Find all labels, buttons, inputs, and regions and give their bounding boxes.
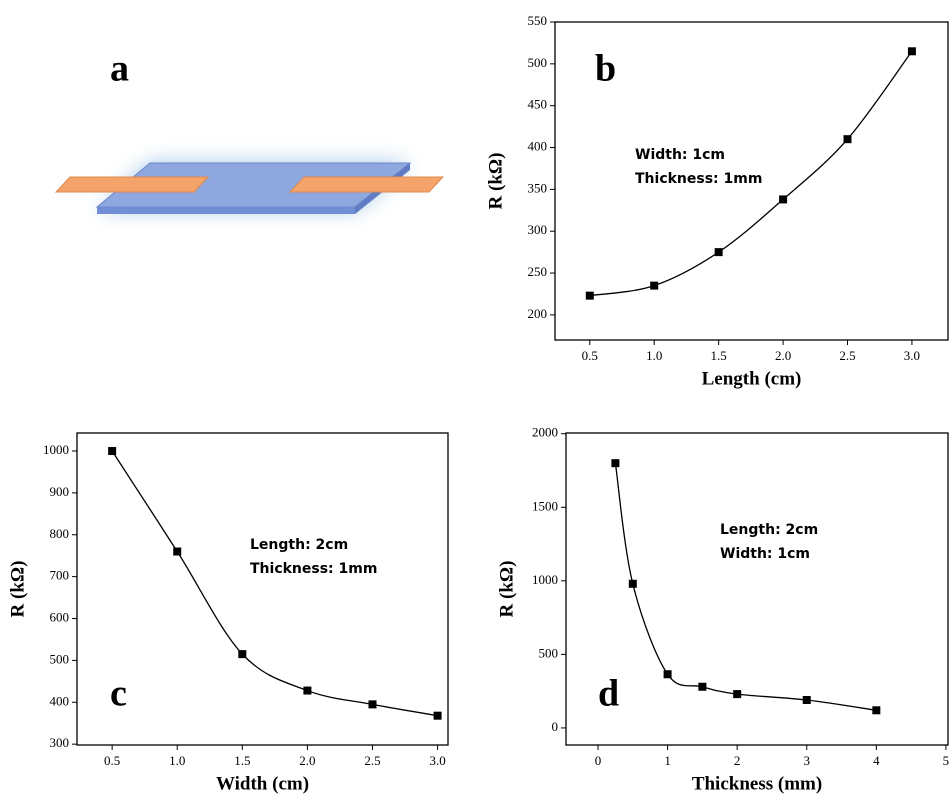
x-axis-label: Width (cm)	[216, 773, 309, 794]
data-point	[628, 579, 637, 588]
x-tick-label: 0.5	[104, 753, 120, 768]
x-tick-label: 1	[664, 753, 671, 768]
data-point	[733, 690, 742, 699]
annotation: Width: 1cm	[720, 546, 810, 562]
x-tick-label: 3.0	[429, 753, 445, 768]
x-tick-label: 2	[734, 753, 741, 768]
annotation: Width: 1cm	[635, 147, 725, 163]
y-axis-label: R (kΩ)	[496, 561, 517, 618]
y-tick-label: 200	[528, 306, 548, 321]
annotation: Thickness: 1mm	[250, 561, 377, 577]
x-tick-label: 3.0	[904, 348, 920, 363]
data-point	[433, 711, 442, 720]
x-tick-label: 5	[943, 753, 950, 768]
slab-front	[97, 207, 355, 214]
panel-label: c	[110, 673, 127, 715]
y-tick-label: 1000	[532, 572, 558, 587]
data-point	[802, 695, 811, 704]
data-point	[108, 447, 117, 456]
data-point	[779, 195, 788, 204]
y-tick-label: 600	[50, 610, 70, 625]
plot-frame	[76, 432, 449, 746]
y-tick-label: 0	[552, 719, 559, 734]
y-axis-label: R (kΩ)	[7, 561, 28, 618]
x-tick-label: 1.5	[234, 753, 250, 768]
data-point	[173, 547, 182, 556]
x-tick-label: 2.5	[364, 753, 380, 768]
data-point	[907, 47, 916, 56]
annotation: Length: 2cm	[250, 537, 348, 553]
x-tick-label: 1.0	[169, 753, 185, 768]
y-tick-label: 500	[528, 55, 548, 70]
y-tick-label: 2000	[532, 425, 558, 440]
data-point	[368, 700, 377, 709]
data-point	[872, 706, 881, 715]
data-point	[663, 670, 672, 679]
x-tick-label: 3	[804, 753, 811, 768]
plot-frame	[554, 21, 949, 341]
data-point	[585, 291, 594, 300]
y-tick-label: 700	[50, 568, 70, 583]
y-axis-label: R (kΩ)	[485, 153, 506, 210]
x-tick-label: 1.5	[711, 348, 727, 363]
y-tick-label: 250	[528, 264, 548, 279]
x-tick-label: 2.0	[775, 348, 791, 363]
data-point	[698, 682, 707, 691]
y-tick-label: 800	[50, 526, 70, 541]
data-point	[714, 248, 723, 257]
y-tick-label: 900	[50, 484, 70, 499]
data-point	[303, 686, 312, 695]
chart-panel: 200 250 300 350 400 450 500 550 0.5 1.0 1.5 2.0 2.5 3…	[485, 13, 949, 389]
data-point	[843, 135, 852, 144]
electrode	[54, 176, 210, 193]
y-tick-label: 450	[528, 97, 548, 112]
fit-line	[614, 463, 877, 711]
chart-panel: 0 500 1000 1500 2000 0 1 2 3 4 5 Thickness (mm) R (k…	[496, 425, 949, 795]
y-tick-label: 1000	[43, 442, 69, 457]
y-tick-label: 1500	[532, 498, 558, 513]
y-tick-label: 300	[50, 735, 70, 750]
x-tick-label: 2.5	[839, 348, 855, 363]
plot-frame	[565, 432, 949, 746]
x-tick-label: 4	[873, 753, 880, 768]
y-tick-label: 400	[528, 139, 548, 154]
device-diagram: a	[54, 48, 445, 214]
panel-label: a	[110, 48, 129, 90]
y-tick-label: 300	[528, 222, 548, 237]
data-point	[650, 281, 659, 290]
chart-panel: 300 400 500 600 700 800 900 1000 0.5 1.0 1.5 2.0 2.5…	[7, 432, 449, 794]
electrode	[288, 176, 445, 193]
annotation: Thickness: 1mm	[635, 171, 762, 187]
x-tick-label: 0	[595, 753, 602, 768]
annotation: Length: 2cm	[720, 522, 818, 538]
panel-label: d	[598, 673, 619, 715]
data-point	[238, 650, 247, 659]
x-tick-label: 1.0	[646, 348, 662, 363]
panel-label: b	[595, 48, 616, 90]
y-tick-label: 400	[50, 693, 70, 708]
x-tick-label: 0.5	[582, 348, 598, 363]
y-tick-label: 500	[50, 651, 70, 666]
x-axis-label: Thickness (mm)	[692, 773, 822, 794]
y-tick-label: 350	[528, 180, 548, 195]
y-tick-label: 500	[539, 645, 559, 660]
x-tick-label: 2.0	[299, 753, 315, 768]
data-point	[611, 459, 620, 468]
fit-line	[111, 450, 438, 717]
x-axis-label: Length (cm)	[702, 368, 802, 389]
y-tick-label: 550	[528, 13, 548, 28]
